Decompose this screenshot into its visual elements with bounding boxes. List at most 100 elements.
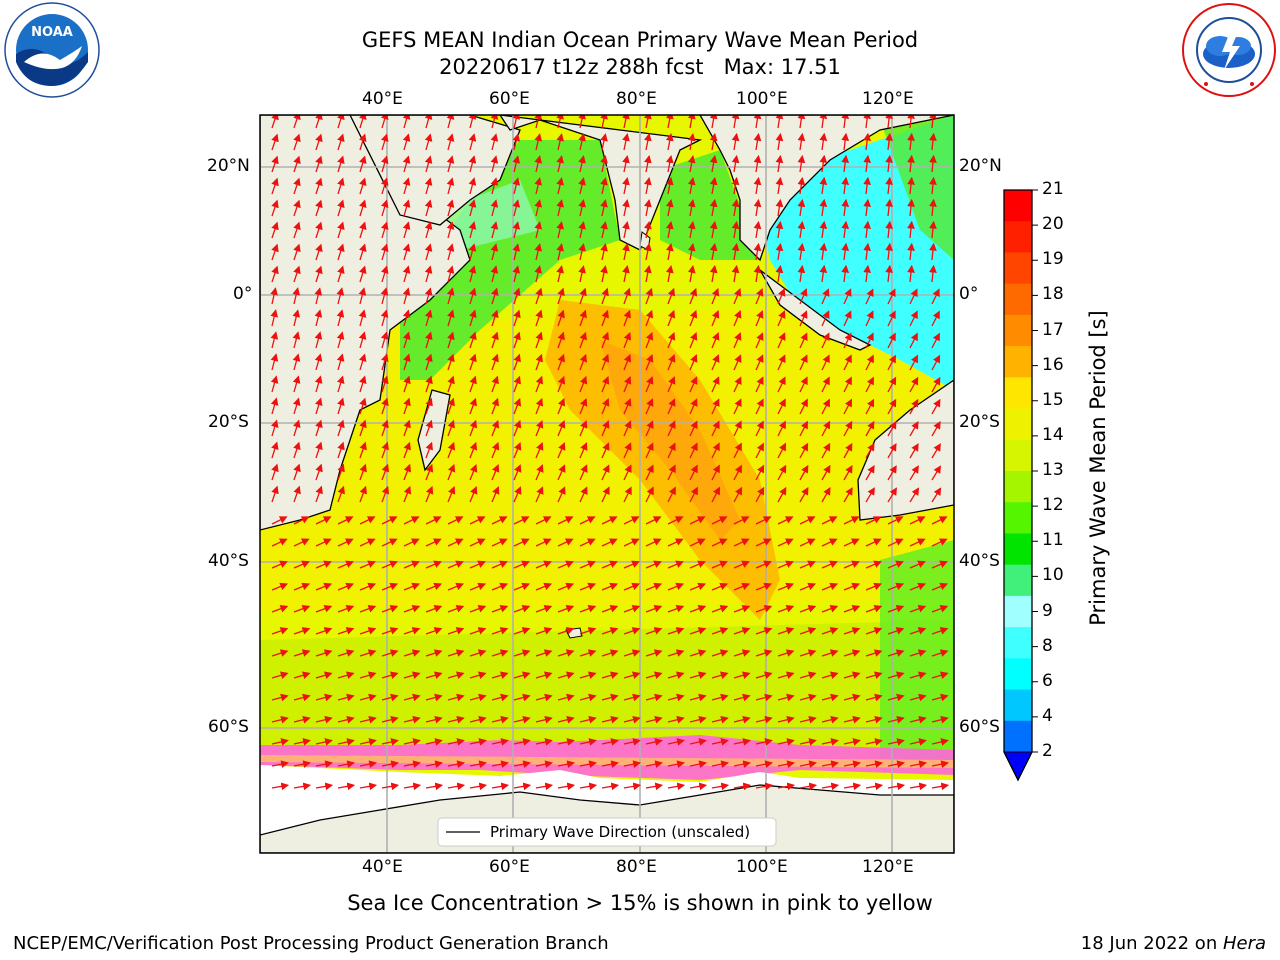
wave-vector: [843, 760, 861, 768]
wave-vector: [689, 605, 707, 613]
wave-vector: [534, 177, 542, 195]
wave-vector: [292, 287, 300, 305]
wave-vector: [885, 242, 893, 261]
wave-vector: [534, 133, 542, 151]
wave-vector: [535, 715, 553, 724]
wave-vector: [865, 560, 882, 569]
wave-vector: [799, 560, 816, 569]
wave-vector: [535, 671, 553, 680]
colorbar-tick-13: 13: [1042, 460, 1064, 480]
wave-vector: [775, 242, 784, 261]
wave-vector: [931, 760, 949, 768]
wave-vector: [865, 760, 883, 768]
wave-vector: [623, 760, 641, 768]
wave-vector: [711, 442, 720, 459]
wave-vector: [293, 738, 311, 746]
wave-vector: [689, 442, 698, 459]
wave-vector: [468, 177, 477, 195]
wave-vector: [755, 516, 772, 525]
wave-vector: [579, 582, 597, 591]
wave-vector: [403, 582, 421, 591]
wave-vector: [775, 115, 784, 129]
wave-vector: [359, 560, 376, 569]
wave-vector: [687, 155, 696, 173]
wave-vector: [601, 671, 619, 680]
wave-vector: [425, 419, 433, 437]
colorbar-swatch: [1004, 190, 1032, 222]
wave-vector: [841, 132, 850, 151]
wave-vector: [491, 627, 509, 635]
wave-vector: [579, 782, 598, 791]
lon-label-bottom-80e: 80°E: [616, 857, 657, 877]
wave-vector: [623, 331, 632, 349]
wave-vector: [424, 221, 433, 239]
wave-vector: [315, 155, 323, 173]
wave-vector: [513, 331, 521, 349]
wave-vector: [380, 243, 389, 261]
wave-vector: [557, 671, 575, 680]
wave-vector: [293, 671, 311, 680]
colorbar-swatch: [1004, 502, 1032, 534]
wave-vector: [380, 199, 389, 217]
wave-vector: [885, 132, 893, 151]
wave-vector: [623, 649, 641, 657]
wave-vector: [425, 485, 434, 503]
wave-vector: [381, 419, 389, 437]
wave-vector: [689, 420, 698, 437]
legend-label: Primary Wave Direction (unscaled): [490, 823, 750, 841]
wave-vector: [623, 693, 641, 702]
wave-vector: [557, 464, 566, 481]
lat-label-left-20s: 20°S: [208, 412, 249, 432]
wave-vector: [865, 354, 874, 371]
wave-vector: [799, 516, 816, 525]
wave-vector: [689, 782, 708, 791]
wave-vector: [821, 354, 830, 371]
wave-vector: [821, 738, 839, 746]
wave-vector: [667, 760, 685, 768]
wave-vector: [755, 310, 764, 327]
wave-vector: [909, 782, 928, 791]
wave-vector: [733, 560, 750, 569]
wave-vector: [885, 154, 893, 173]
wave-vector: [755, 560, 772, 569]
wave-vector: [689, 538, 706, 547]
wave-vector: [711, 420, 720, 437]
wave-vector: [359, 627, 377, 635]
wave-vector: [777, 376, 786, 393]
wave-vector: [491, 560, 508, 569]
wave-vector: [491, 353, 499, 371]
wave-vector: [909, 538, 926, 547]
wave-vector: [644, 265, 652, 283]
wave-vector: [424, 265, 433, 283]
wave-vector: [755, 627, 773, 635]
wave-vector: [447, 309, 455, 327]
wave-vector: [336, 331, 345, 349]
wave-vector: [645, 582, 663, 591]
wave-vector: [733, 486, 743, 503]
wave-vector: [799, 671, 817, 680]
wave-vector: [314, 353, 323, 371]
wave-vector: [931, 465, 941, 481]
wave-vector: [733, 538, 750, 547]
wave-vector: [381, 538, 398, 547]
wave-vector: [293, 516, 310, 525]
wave-vector: [645, 309, 654, 327]
wave-vector: [403, 485, 412, 503]
wave-vector: [402, 155, 411, 173]
wave-vector: [578, 199, 586, 217]
wave-vector: [380, 265, 389, 283]
wave-vector: [709, 264, 718, 283]
wave-vector: [579, 715, 597, 724]
wave-vector: [271, 671, 289, 680]
wave-vector: [491, 715, 509, 724]
wave-vector: [623, 582, 641, 591]
wave-vector: [755, 582, 773, 591]
wave-vector: [534, 221, 542, 239]
wave-vector: [469, 331, 477, 349]
wave-vector: [931, 782, 950, 791]
wave-vector: [644, 115, 652, 129]
wave-vector: [623, 353, 632, 371]
wave-vector: [337, 463, 345, 481]
australia-land: [857, 379, 954, 521]
wave-vector: [863, 198, 872, 217]
